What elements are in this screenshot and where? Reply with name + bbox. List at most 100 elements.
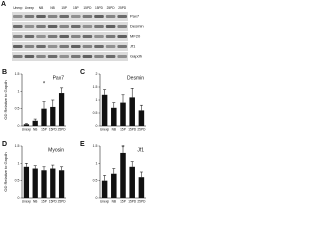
blot-band [59, 45, 69, 48]
bar [120, 102, 126, 126]
lane-label: 15P [61, 6, 67, 10]
blot-band [105, 55, 116, 58]
blot-band [71, 55, 81, 58]
y-tick-label: 2 [96, 72, 98, 76]
bar [101, 94, 108, 126]
bar [58, 93, 65, 126]
x-tick-label: Unexp [100, 127, 109, 131]
blot-band [47, 35, 58, 38]
blot-strip [12, 22, 128, 31]
blot-band [82, 25, 93, 28]
blot-band [82, 15, 93, 18]
blot-band [59, 25, 69, 28]
lane-label: NB [39, 6, 43, 10]
blot-band [71, 35, 81, 38]
lane-label: 15P [73, 6, 79, 10]
blot-band [24, 25, 35, 28]
x-tick-label: Unexp [22, 127, 31, 131]
blot-band [13, 35, 23, 38]
bar [41, 108, 47, 126]
bar [138, 177, 145, 198]
row-label: Jf1 [130, 44, 136, 49]
lane-label: Unexp [25, 6, 34, 10]
blot-band [117, 55, 127, 58]
lane-label: NB [50, 6, 54, 10]
blot-band [24, 55, 35, 58]
lane-label: 15PD [95, 6, 104, 10]
bar [120, 152, 126, 198]
blot-band [13, 25, 23, 28]
blot-band [117, 25, 127, 28]
row-label: Pax7 [130, 14, 140, 19]
blot-band [36, 35, 46, 38]
blot-band [94, 45, 104, 48]
blot-band [94, 55, 104, 58]
blot-band [82, 55, 93, 58]
bar [50, 168, 56, 198]
y-tick-label: 1 [18, 89, 20, 93]
lane-label: Unexp [13, 6, 22, 10]
panel-letter: C [80, 69, 85, 76]
blot-strip [12, 42, 128, 51]
x-tick-label: NB [112, 127, 116, 131]
bar [129, 97, 135, 126]
blot-band [94, 25, 104, 28]
blot-band [82, 35, 93, 38]
y-tick-label: 1.5 [15, 72, 20, 76]
bar [111, 173, 117, 198]
y-tick-label: 1 [18, 161, 20, 165]
bar [58, 170, 65, 198]
chart-title: Myosin [48, 147, 64, 153]
blot-band [47, 45, 58, 48]
x-tick-label: 15P [41, 199, 47, 203]
blot-band [36, 25, 46, 28]
blot-band [47, 15, 58, 18]
blot-band [105, 45, 116, 48]
panel-letter: A [1, 1, 6, 8]
y-tick-label: 1 [96, 98, 98, 102]
bar [32, 120, 38, 126]
x-tick-label: 15P [120, 127, 126, 131]
x-tick-label: 25PD [137, 127, 146, 131]
blot-band [24, 35, 35, 38]
x-tick-label: NB [33, 127, 37, 131]
x-tick-label: 15P [41, 127, 47, 131]
y-tick-label: 0.5 [15, 179, 20, 183]
chart-title: Pax7 [53, 75, 65, 81]
blot-band [94, 15, 104, 18]
bar [129, 166, 135, 198]
bar [23, 166, 30, 198]
blot-band [13, 45, 23, 48]
x-tick-label: 15PD [128, 199, 137, 203]
blot-band [36, 55, 46, 58]
y-tick-label: 0.5 [93, 111, 98, 115]
x-tick-label: Unexp [22, 199, 31, 203]
blot-band [117, 35, 127, 38]
y-tick-label: 0 [96, 124, 98, 128]
blot-band [71, 15, 81, 18]
panel-letter: B [2, 69, 7, 76]
y-tick-label: 1.5 [93, 144, 98, 148]
blot-band [59, 15, 69, 18]
x-tick-label: 25PD [58, 127, 67, 131]
blot-band [105, 35, 116, 38]
blot-strip [12, 52, 128, 61]
x-tick-label: 15P [120, 199, 126, 203]
x-tick-label: 15PD [49, 199, 58, 203]
bar [50, 106, 56, 126]
blot-band [71, 25, 81, 28]
figure: A Unexp Unexp NB NB 15P 15P 15PD 15PD 25PD 25PDPa… [1, 1, 146, 204]
y-tick-label: 1.5 [93, 85, 98, 89]
bar [111, 107, 117, 126]
blot-band [47, 25, 58, 28]
annotation: * [122, 146, 125, 152]
annotation: * [43, 81, 46, 87]
y-tick-label: 0.5 [15, 107, 20, 111]
blot-band [105, 15, 116, 18]
row-label: Desmin [130, 24, 144, 29]
blot-band [105, 25, 116, 28]
blot-band [13, 15, 23, 18]
y-tick-label: 0 [96, 196, 98, 200]
lane-label: 25PD [107, 6, 116, 10]
bar [41, 170, 47, 198]
